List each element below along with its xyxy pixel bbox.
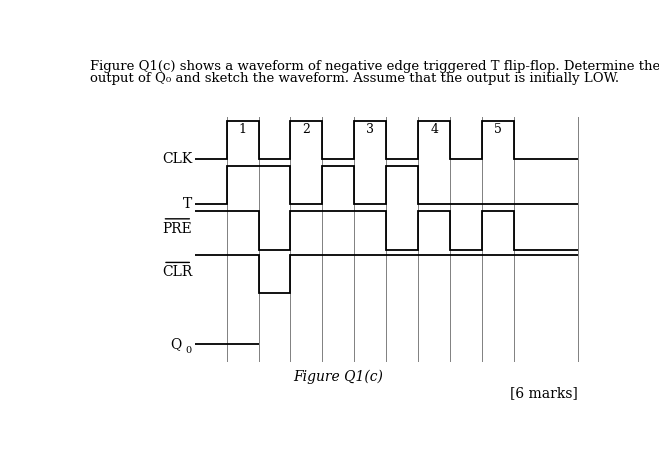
Text: [6 marks]: [6 marks] bbox=[510, 386, 578, 400]
Text: 4: 4 bbox=[430, 123, 438, 136]
Text: 2: 2 bbox=[302, 123, 310, 136]
Text: 3: 3 bbox=[366, 123, 374, 136]
Text: 0: 0 bbox=[186, 346, 192, 355]
Text: CLR: CLR bbox=[162, 265, 192, 279]
Text: output of Q₀ and sketch the waveform. Assume that the output is initially LOW.: output of Q₀ and sketch the waveform. As… bbox=[90, 72, 619, 85]
Text: Figure Q1(c): Figure Q1(c) bbox=[293, 370, 383, 384]
Text: Q: Q bbox=[171, 337, 182, 351]
Text: PRE: PRE bbox=[162, 222, 192, 236]
Text: 5: 5 bbox=[494, 123, 502, 136]
Text: 1: 1 bbox=[239, 123, 246, 136]
Text: T: T bbox=[183, 198, 192, 212]
Text: Figure Q1(c) shows a waveform of negative edge triggered T flip-flop. Determine : Figure Q1(c) shows a waveform of negativ… bbox=[90, 60, 659, 72]
Text: CLK: CLK bbox=[162, 152, 192, 166]
